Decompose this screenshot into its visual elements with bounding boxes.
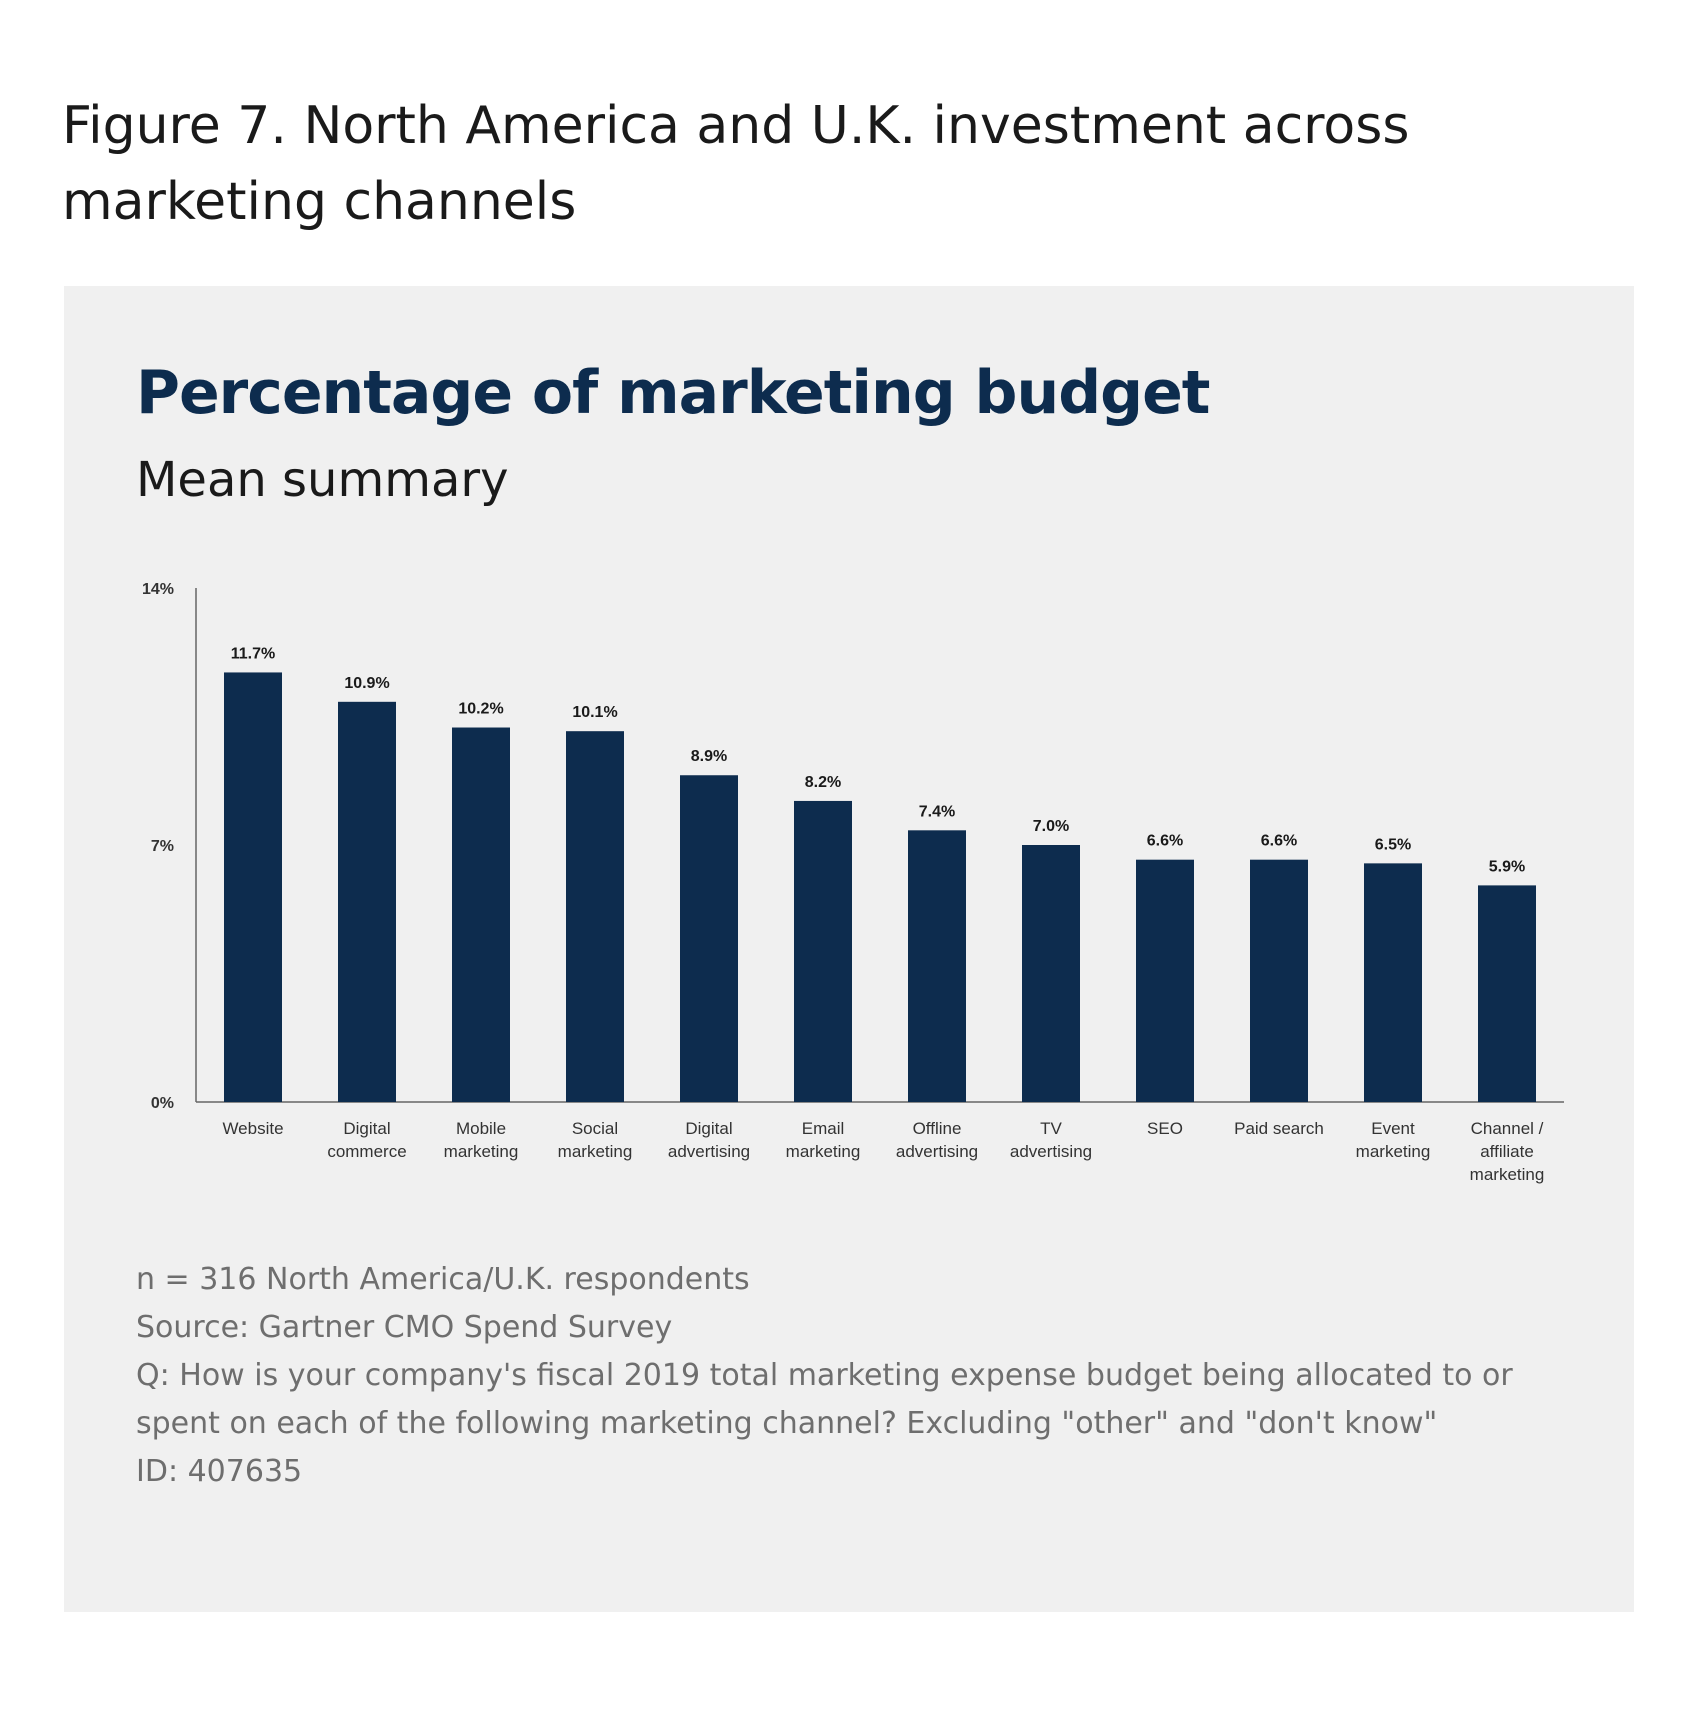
bar: [1364, 863, 1422, 1102]
bar: [1478, 885, 1536, 1102]
x-tick-label: SEO: [1147, 1119, 1183, 1138]
sample-size-note: n = 316 North America/U.K. respondents: [136, 1262, 750, 1297]
bar: [566, 731, 624, 1102]
bar-value-label: 5.9%: [1489, 858, 1525, 875]
x-tick-label: Channel / affiliate marketing: [1470, 1119, 1545, 1184]
bar-value-label: 6.6%: [1261, 833, 1297, 850]
bar-value-label: 7.4%: [919, 803, 955, 820]
source-note: Source: Gartner CMO Spend Survey: [136, 1310, 673, 1345]
bar: [794, 800, 852, 1102]
x-tick-label: TV advertising: [1010, 1119, 1092, 1161]
bar: [908, 830, 966, 1102]
bar-value-label: 11.7%: [231, 645, 275, 662]
x-tick-label: Offline advertising: [896, 1119, 978, 1161]
bar-value-label: 8.9%: [691, 748, 727, 765]
bar-chart: 0% 7% 14% Website Digital commerce Mobile mark…: [142, 581, 1564, 1184]
chart-subtitle: Mean summary: [136, 452, 509, 508]
chart-notes: n = 316 North America/U.K. respondents S…: [136, 1256, 1536, 1496]
bar: [1250, 859, 1308, 1102]
y-axis: 0% 7% 14%: [142, 581, 197, 1112]
id-note: ID: 407635: [136, 1454, 303, 1489]
x-tick-label: Social marketing: [558, 1119, 633, 1161]
bar-series: 11.7% 10.9% 10.2% 10.1% 8.9% 8.2% 7.4% 7.0% 6.6%…: [224, 645, 1536, 1102]
bar: [338, 701, 396, 1102]
bar-value-label: 10.9%: [344, 675, 389, 692]
x-tick-label: Website: [222, 1119, 283, 1138]
bar-value-label: 7.0%: [1033, 818, 1069, 835]
bar: [224, 672, 282, 1102]
bar-value-label: 6.5%: [1375, 836, 1411, 853]
x-tick-label: Event marketing: [1356, 1119, 1431, 1161]
chart-title: Percentage of marketing budget: [136, 358, 1210, 428]
x-tick-label: Digital advertising: [668, 1119, 750, 1161]
bar-value-label: 10.2%: [458, 701, 503, 718]
bar-value-label: 8.2%: [805, 774, 841, 791]
x-tick-label: Email marketing: [786, 1119, 861, 1161]
bar: [1022, 845, 1080, 1102]
question-note: Q: How is your company's fiscal 2019 tot…: [136, 1358, 1513, 1441]
y-tick-label: 7%: [151, 838, 174, 855]
x-tick-label: Digital commerce: [327, 1119, 406, 1161]
x-axis: Website Digital commerce Mobile marketing Soc…: [196, 1101, 1564, 1184]
chart-panel: Percentage of marketing budget Mean summ…: [64, 286, 1634, 1612]
bar-value-label: 10.1%: [572, 704, 617, 721]
bar: [1136, 859, 1194, 1102]
x-tick-label: Mobile marketing: [444, 1119, 519, 1161]
y-tick-label: 0%: [151, 1095, 174, 1112]
y-tick-label: 14%: [142, 581, 174, 598]
bar-value-label: 6.6%: [1147, 833, 1183, 850]
bar: [680, 775, 738, 1102]
bar: [452, 727, 510, 1102]
figure-caption: Figure 7. North America and U.K. investm…: [62, 96, 1410, 232]
x-tick-label: Paid search: [1234, 1119, 1324, 1138]
